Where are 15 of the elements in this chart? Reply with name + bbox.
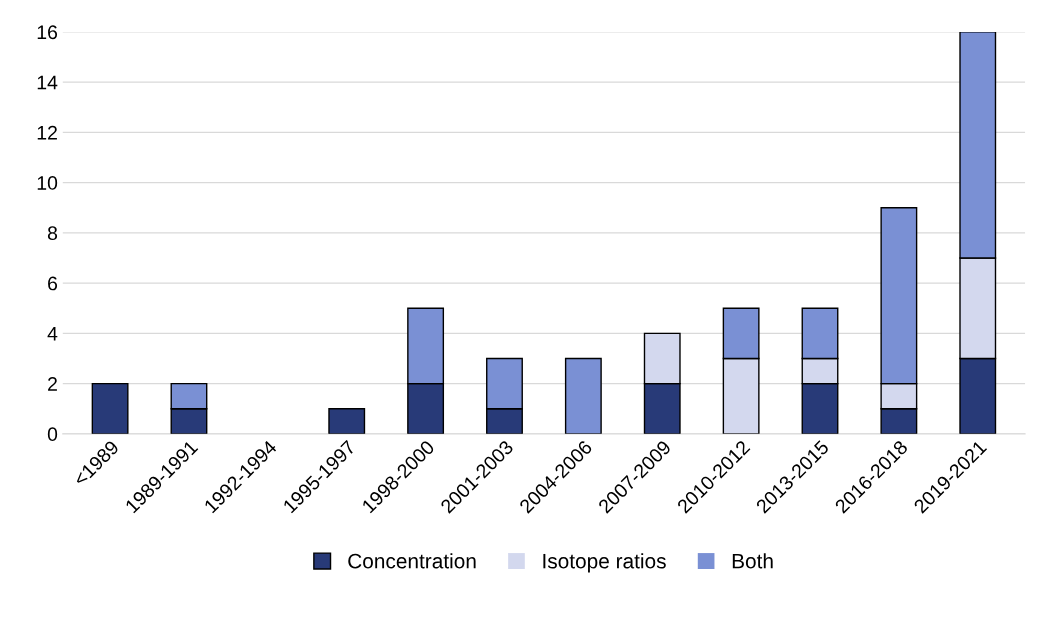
y-tick-label: 8 (47, 226, 58, 241)
y-tick-label: 6 (48, 276, 58, 291)
legend-label: Isotope ratios (543, 553, 666, 573)
y-tick-label: 0 (47, 427, 58, 442)
legend-label: Both (732, 553, 773, 569)
y-tick-label: 12 (37, 125, 57, 140)
y-tick-label: 16 (37, 25, 58, 40)
legend-label: Concentration (348, 553, 476, 569)
y-tick-label: 2 (48, 377, 57, 391)
bar (91, 382, 129, 434)
y-tick-label: 4 (47, 327, 58, 341)
bar (328, 408, 366, 434)
bar (564, 357, 602, 434)
y-tick-label: 10 (37, 176, 58, 190)
y-tick-label: 14 (37, 75, 58, 90)
